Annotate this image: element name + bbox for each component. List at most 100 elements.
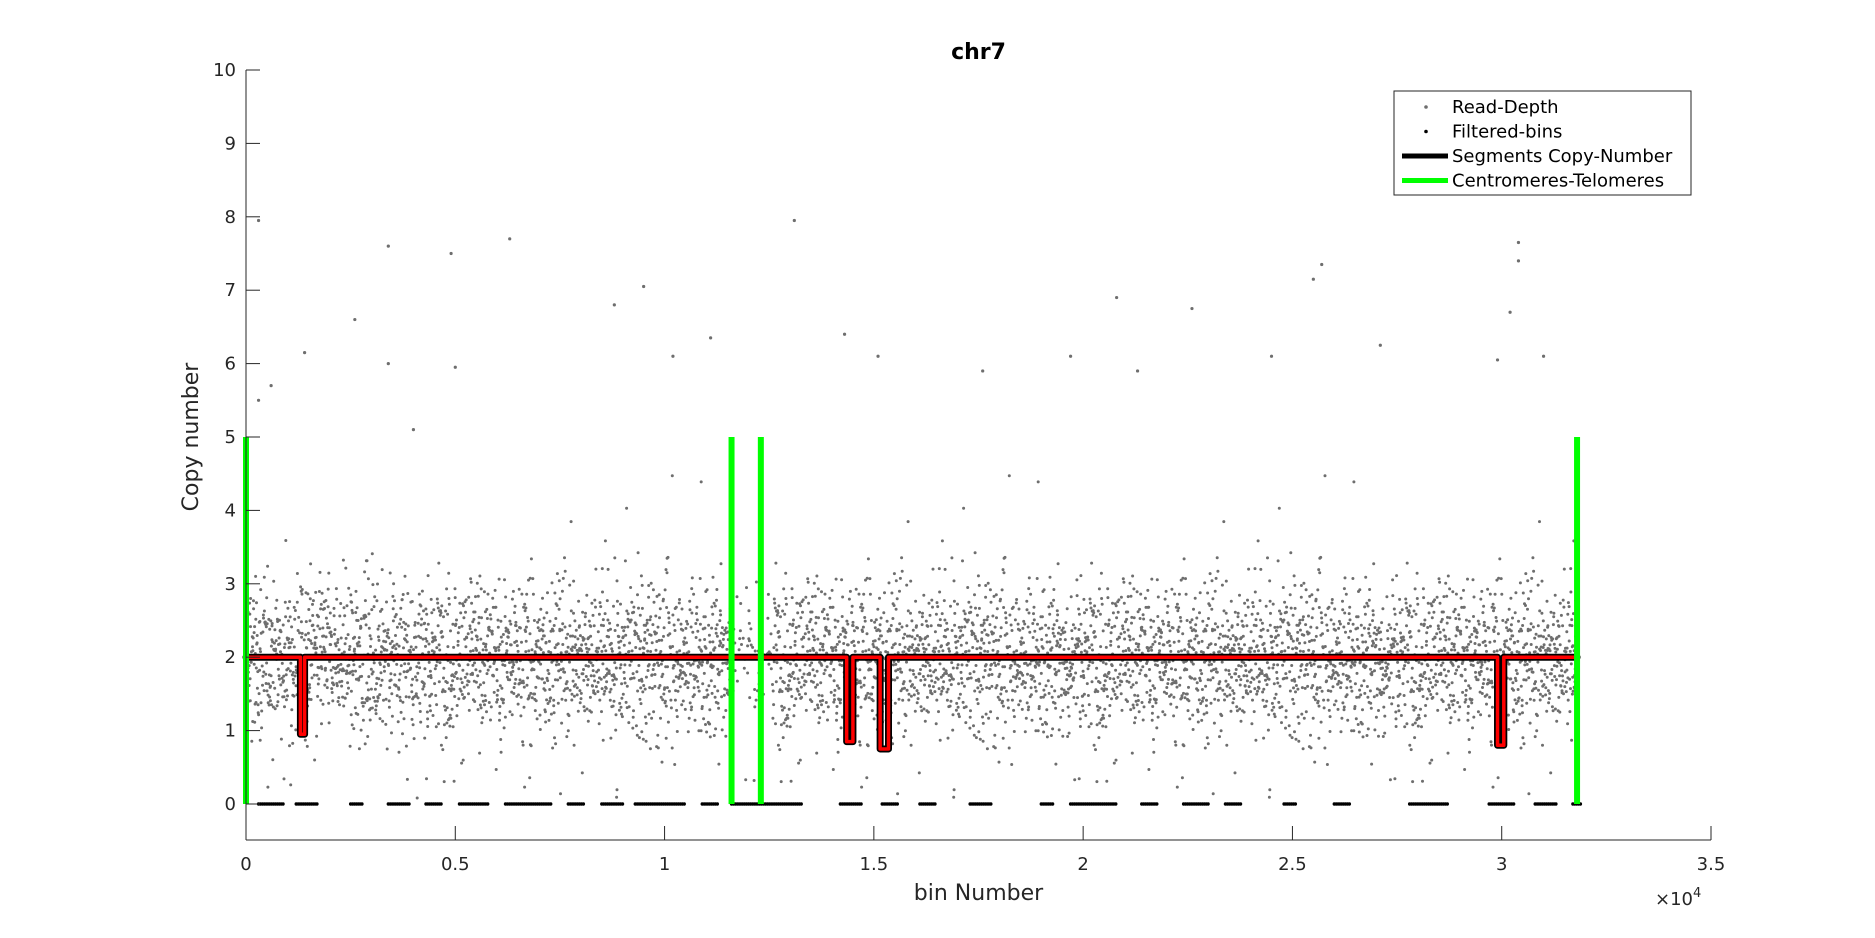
- read-depth-point: [1079, 574, 1083, 578]
- read-depth-point: [987, 673, 991, 677]
- read-depth-point: [1033, 679, 1037, 683]
- read-depth-point: [1228, 686, 1232, 690]
- read-depth-point: [1276, 663, 1280, 667]
- read-depth-point: [596, 680, 600, 684]
- read-depth-point: [1464, 693, 1468, 697]
- read-depth-point: [388, 571, 392, 575]
- read-depth-point: [478, 669, 482, 673]
- read-depth-point: [544, 720, 548, 724]
- read-depth-point: [1113, 693, 1117, 696]
- read-depth-point: [476, 708, 480, 712]
- read-depth-point: [1079, 622, 1083, 626]
- read-depth-point: [1390, 702, 1394, 706]
- read-depth-point: [860, 785, 864, 789]
- read-depth-point: [842, 642, 846, 645]
- read-depth-point: [1019, 640, 1023, 644]
- read-depth-point: [1336, 636, 1339, 640]
- read-depth-point: [600, 687, 604, 691]
- read-depth-point: [882, 611, 886, 615]
- read-depth-point: [1512, 710, 1516, 714]
- read-depth-point: [1226, 635, 1230, 639]
- read-depth-point: [614, 677, 618, 681]
- read-depth-point: [391, 594, 395, 598]
- read-depth-point: [586, 719, 590, 723]
- read-depth-point: [1480, 660, 1484, 664]
- read-depth-point: [324, 616, 328, 620]
- read-depth-point: [471, 673, 474, 676]
- read-depth-point: [1347, 675, 1351, 679]
- read-depth-point: [1246, 598, 1249, 602]
- read-depth-point: [379, 650, 383, 654]
- read-depth-point: [1068, 669, 1072, 673]
- read-depth-point: [349, 713, 353, 717]
- read-depth-point: [347, 663, 351, 667]
- read-depth-point: [590, 643, 594, 647]
- read-depth-point: [859, 705, 863, 709]
- read-depth-point: [310, 663, 314, 667]
- read-depth-point: [258, 738, 262, 742]
- read-depth-point: [1008, 645, 1012, 648]
- read-depth-point: [1138, 672, 1142, 676]
- read-depth-point: [509, 622, 513, 626]
- read-depth-point: [1387, 676, 1391, 680]
- read-depth-point: [1028, 662, 1032, 666]
- read-depth-point: [579, 691, 583, 695]
- read-depth-point: [700, 649, 704, 653]
- read-depth-point: [1227, 628, 1231, 632]
- read-depth-point: [1214, 643, 1217, 646]
- read-depth-point: [1152, 635, 1156, 639]
- read-depth-point: [1051, 631, 1055, 635]
- read-depth-point: [1238, 683, 1242, 687]
- read-depth-point: [1143, 596, 1147, 600]
- read-depth-point: [281, 623, 285, 627]
- read-depth-point: [918, 672, 922, 676]
- read-depth-point: [833, 698, 836, 702]
- read-depth-point: [1150, 577, 1154, 581]
- read-depth-point: [1444, 635, 1447, 639]
- read-depth-point: [1277, 700, 1281, 704]
- read-depth-point: [607, 672, 611, 675]
- read-depth-point: [288, 615, 292, 619]
- read-depth-point: [1018, 677, 1021, 681]
- read-depth-point: [1417, 660, 1421, 664]
- read-depth-point: [1463, 700, 1467, 704]
- read-depth-point: [1190, 660, 1194, 664]
- read-depth-point: [1343, 576, 1347, 580]
- read-depth-point: [1042, 588, 1046, 592]
- read-depth-point: [1355, 695, 1359, 699]
- read-depth-point: [1435, 692, 1439, 696]
- read-depth-point: [1446, 751, 1450, 755]
- read-depth-point: [1517, 619, 1520, 623]
- read-depth-point: [1429, 668, 1433, 672]
- read-depth-point: [1423, 714, 1427, 718]
- read-depth-point: [252, 662, 256, 666]
- read-depth-point: [358, 644, 362, 648]
- read-depth-point: [751, 645, 755, 649]
- read-depth-point: [969, 709, 972, 713]
- read-depth-point: [1107, 670, 1111, 674]
- read-depth-point: [1478, 643, 1482, 647]
- read-depth-point: [1501, 619, 1505, 622]
- read-depth-point: [630, 676, 634, 680]
- read-depth-point: [1077, 612, 1081, 616]
- read-depth-point: [647, 663, 651, 667]
- read-depth-point: [837, 686, 841, 690]
- read-depth-point: [1128, 635, 1132, 639]
- read-depth-point: [1340, 716, 1344, 720]
- read-depth-point: [1466, 711, 1470, 715]
- read-depth-point: [1391, 594, 1395, 598]
- read-depth-point: [857, 592, 861, 596]
- read-depth-point: [620, 712, 623, 716]
- read-depth-point: [1226, 683, 1230, 687]
- read-depth-point: [1164, 669, 1168, 673]
- read-depth-point: [1102, 716, 1106, 720]
- read-depth-point: [1267, 795, 1271, 799]
- read-depth-point: [1414, 645, 1418, 649]
- read-depth-point: [451, 673, 454, 677]
- read-depth-point: [1169, 693, 1173, 697]
- read-depth-point: [478, 683, 482, 687]
- read-depth-point: [1076, 696, 1079, 700]
- read-depth-point: [1325, 763, 1329, 766]
- read-depth-point: [701, 682, 705, 686]
- read-depth-point: [1520, 629, 1524, 633]
